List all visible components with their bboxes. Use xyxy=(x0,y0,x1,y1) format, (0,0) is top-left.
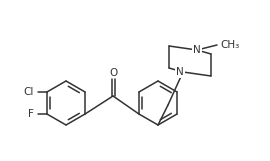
Text: CH₃: CH₃ xyxy=(220,40,240,50)
Text: Cl: Cl xyxy=(24,87,34,97)
Text: N: N xyxy=(176,67,184,77)
Text: F: F xyxy=(28,109,34,119)
Text: N: N xyxy=(193,45,201,55)
Text: O: O xyxy=(109,68,117,78)
